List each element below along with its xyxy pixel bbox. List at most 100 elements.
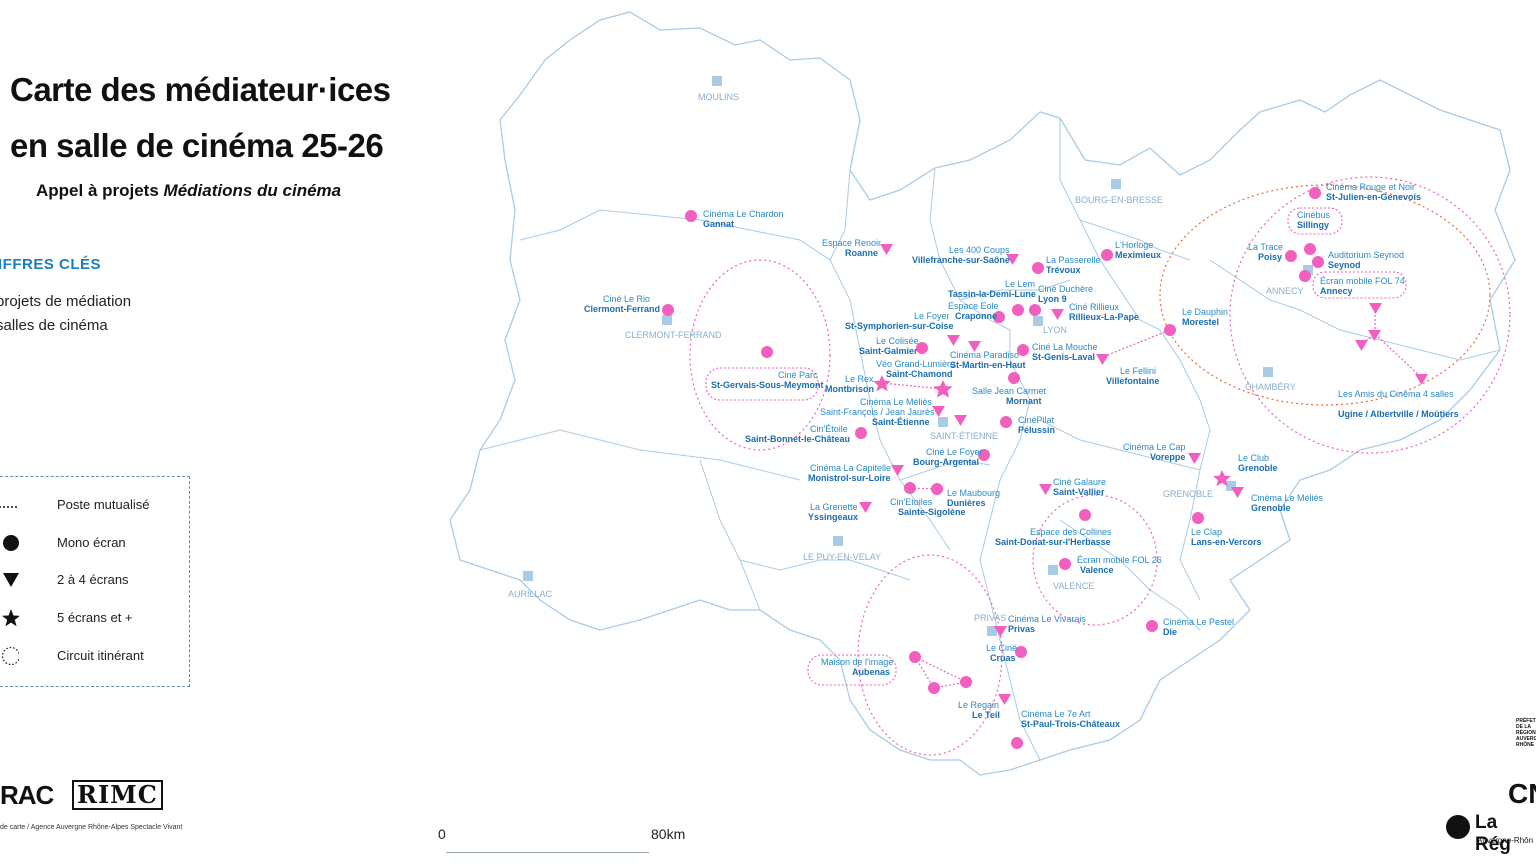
- svg-text:Ciné Rillieux: Ciné Rillieux: [1069, 302, 1120, 312]
- marker-moutiers-2[interactable]: [1415, 374, 1428, 385]
- marker-morestel[interactable]: [1164, 324, 1176, 336]
- marker-st-julien[interactable]: [1309, 187, 1321, 199]
- svg-text:St-Symphorien-sur-Coise: St-Symphorien-sur-Coise: [845, 321, 954, 331]
- marker-seynod[interactable]: [1312, 256, 1324, 268]
- marker-st-genis[interactable]: [1017, 344, 1029, 356]
- marker-villefranche[interactable]: [1006, 254, 1019, 265]
- marker-trevoux[interactable]: [1032, 262, 1044, 274]
- label-pills: [705, 207, 1407, 686]
- marker-monistrol[interactable]: [891, 465, 904, 476]
- marker-saint-vallier[interactable]: [1039, 484, 1052, 495]
- venue-label: Cinéma Le Méliès: [860, 397, 933, 407]
- marker-dunieres[interactable]: [931, 483, 943, 495]
- svg-text:Espace Renoir: Espace Renoir: [822, 238, 881, 248]
- marker-saint-chamond[interactable]: [933, 380, 953, 398]
- marker-saint-etienne-1[interactable]: [932, 406, 945, 417]
- marker-moutiers-1[interactable]: [1355, 340, 1368, 351]
- marker-sillingy[interactable]: [1304, 243, 1316, 255]
- marker-albertville[interactable]: [1368, 330, 1381, 341]
- marker-ugine[interactable]: [1369, 303, 1382, 314]
- marker-roanne[interactable]: [880, 244, 893, 255]
- marker-aubenas-2[interactable]: [960, 676, 972, 688]
- svg-text:Ciné Galaure: Ciné Galaure: [1053, 477, 1106, 487]
- marker-yssingeaux[interactable]: [859, 502, 872, 513]
- marker-gannat[interactable]: [685, 210, 697, 222]
- venue-label: Saint-François / Jean JaurèsSaint-Étienn…: [820, 407, 935, 427]
- marker-st-symphorien[interactable]: [947, 335, 960, 346]
- marker-lans[interactable]: [1192, 512, 1204, 524]
- svg-text:Cinébus: Cinébus: [1297, 210, 1331, 220]
- marker-st-martin[interactable]: [968, 341, 981, 352]
- svg-text:Le Clap: Le Clap: [1191, 527, 1222, 537]
- svg-text:Grenoble: Grenoble: [1251, 503, 1291, 513]
- svg-text:Auditorium Seynod: Auditorium Seynod: [1328, 250, 1404, 260]
- marker-mornant[interactable]: [1008, 372, 1020, 384]
- marker-privas[interactable]: [994, 626, 1007, 637]
- marker-saint-bonnet[interactable]: [855, 427, 867, 439]
- svg-text:Saint-François / Jean Jaurès: Saint-François / Jean Jaurès: [820, 407, 935, 417]
- marker-sainte-sigolene[interactable]: [904, 482, 916, 494]
- marker-saint-etienne-2[interactable]: [954, 415, 967, 426]
- svg-text:Le Lem: Le Lem: [1005, 279, 1035, 289]
- svg-text:Roanne: Roanne: [845, 248, 878, 258]
- marker-saint-galmier[interactable]: [916, 342, 928, 354]
- marker-st-paul[interactable]: [1011, 737, 1023, 749]
- svg-text:Craponne: Craponne: [955, 311, 997, 321]
- marker-aubenas-3[interactable]: [928, 682, 940, 694]
- svg-text:La Trace: La Trace: [1248, 242, 1283, 252]
- subtitle-italic: Médiations du cinéma: [163, 181, 342, 200]
- marker-cruas[interactable]: [1015, 646, 1027, 658]
- marker-rillieux[interactable]: [1051, 309, 1064, 320]
- marker-montbrison[interactable]: [873, 375, 891, 392]
- svg-text:Le Regain: Le Regain: [958, 700, 999, 710]
- pref-label-aurillac: AURILLAC: [508, 589, 553, 599]
- marker-poisy[interactable]: [1285, 250, 1297, 262]
- marker-clermont[interactable]: [662, 304, 674, 316]
- marker-grenoble-melies[interactable]: [1231, 487, 1244, 498]
- svg-text:Trévoux: Trévoux: [1046, 265, 1081, 275]
- svg-text:Le Teil: Le Teil: [972, 710, 1000, 720]
- svg-text:Gannat: Gannat: [703, 219, 734, 229]
- svg-text:La Grenette: La Grenette: [810, 502, 858, 512]
- svg-text:St-Paul-Trois-Châteaux: St-Paul-Trois-Châteaux: [1021, 719, 1120, 729]
- svg-text:St-Genis-Laval: St-Genis-Laval: [1032, 352, 1095, 362]
- marker-voreppe[interactable]: [1188, 453, 1201, 464]
- marker-die[interactable]: [1146, 620, 1158, 632]
- marker-st-gervais[interactable]: [761, 346, 773, 358]
- svg-text:Cruas: Cruas: [990, 653, 1016, 663]
- svg-text:Cinéma Le Cap: Cinéma Le Cap: [1123, 442, 1186, 452]
- prefecture-markers: [523, 76, 1313, 636]
- scale-end: 80km: [651, 826, 686, 842]
- svg-text:Écran mobile FOL 74: Écran mobile FOL 74: [1320, 276, 1405, 286]
- marker-tassin[interactable]: [1012, 304, 1024, 316]
- marker-craponne[interactable]: [993, 311, 1005, 323]
- svg-text:Salle Jean Carmet: Salle Jean Carmet: [972, 386, 1047, 396]
- marker-bourg-argental[interactable]: [978, 449, 990, 461]
- marker-aubenas-1[interactable]: [909, 651, 921, 663]
- marker-valence[interactable]: [1059, 558, 1071, 570]
- svg-text:Aubenas: Aubenas: [852, 667, 890, 677]
- marker-villefontaine[interactable]: [1096, 354, 1109, 365]
- marker-grenoble-club[interactable]: [1213, 470, 1231, 487]
- page-subtitle: Appel à projets Médiations du cinéma: [36, 181, 341, 201]
- marker-pelussin[interactable]: [1000, 416, 1012, 428]
- svg-text:Cin'Étoile: Cin'Étoile: [810, 424, 848, 434]
- svg-text:Villefontaine: Villefontaine: [1106, 376, 1159, 386]
- svg-text:Le Ciné: Le Ciné: [986, 643, 1017, 653]
- key-figures-heading: IFFRES CLÉS: [0, 256, 102, 273]
- marker-le-teil[interactable]: [998, 694, 1011, 705]
- svg-text:Ciné Duchère: Ciné Duchère: [1038, 284, 1093, 294]
- marker-meximieux[interactable]: [1101, 249, 1113, 261]
- svg-text:Bourg-Argental: Bourg-Argental: [913, 457, 979, 467]
- marker-annecy[interactable]: [1299, 270, 1311, 282]
- marker-lyon9[interactable]: [1029, 304, 1041, 316]
- marker-saint-donat[interactable]: [1079, 509, 1091, 521]
- svg-text:Valence: Valence: [1080, 565, 1114, 575]
